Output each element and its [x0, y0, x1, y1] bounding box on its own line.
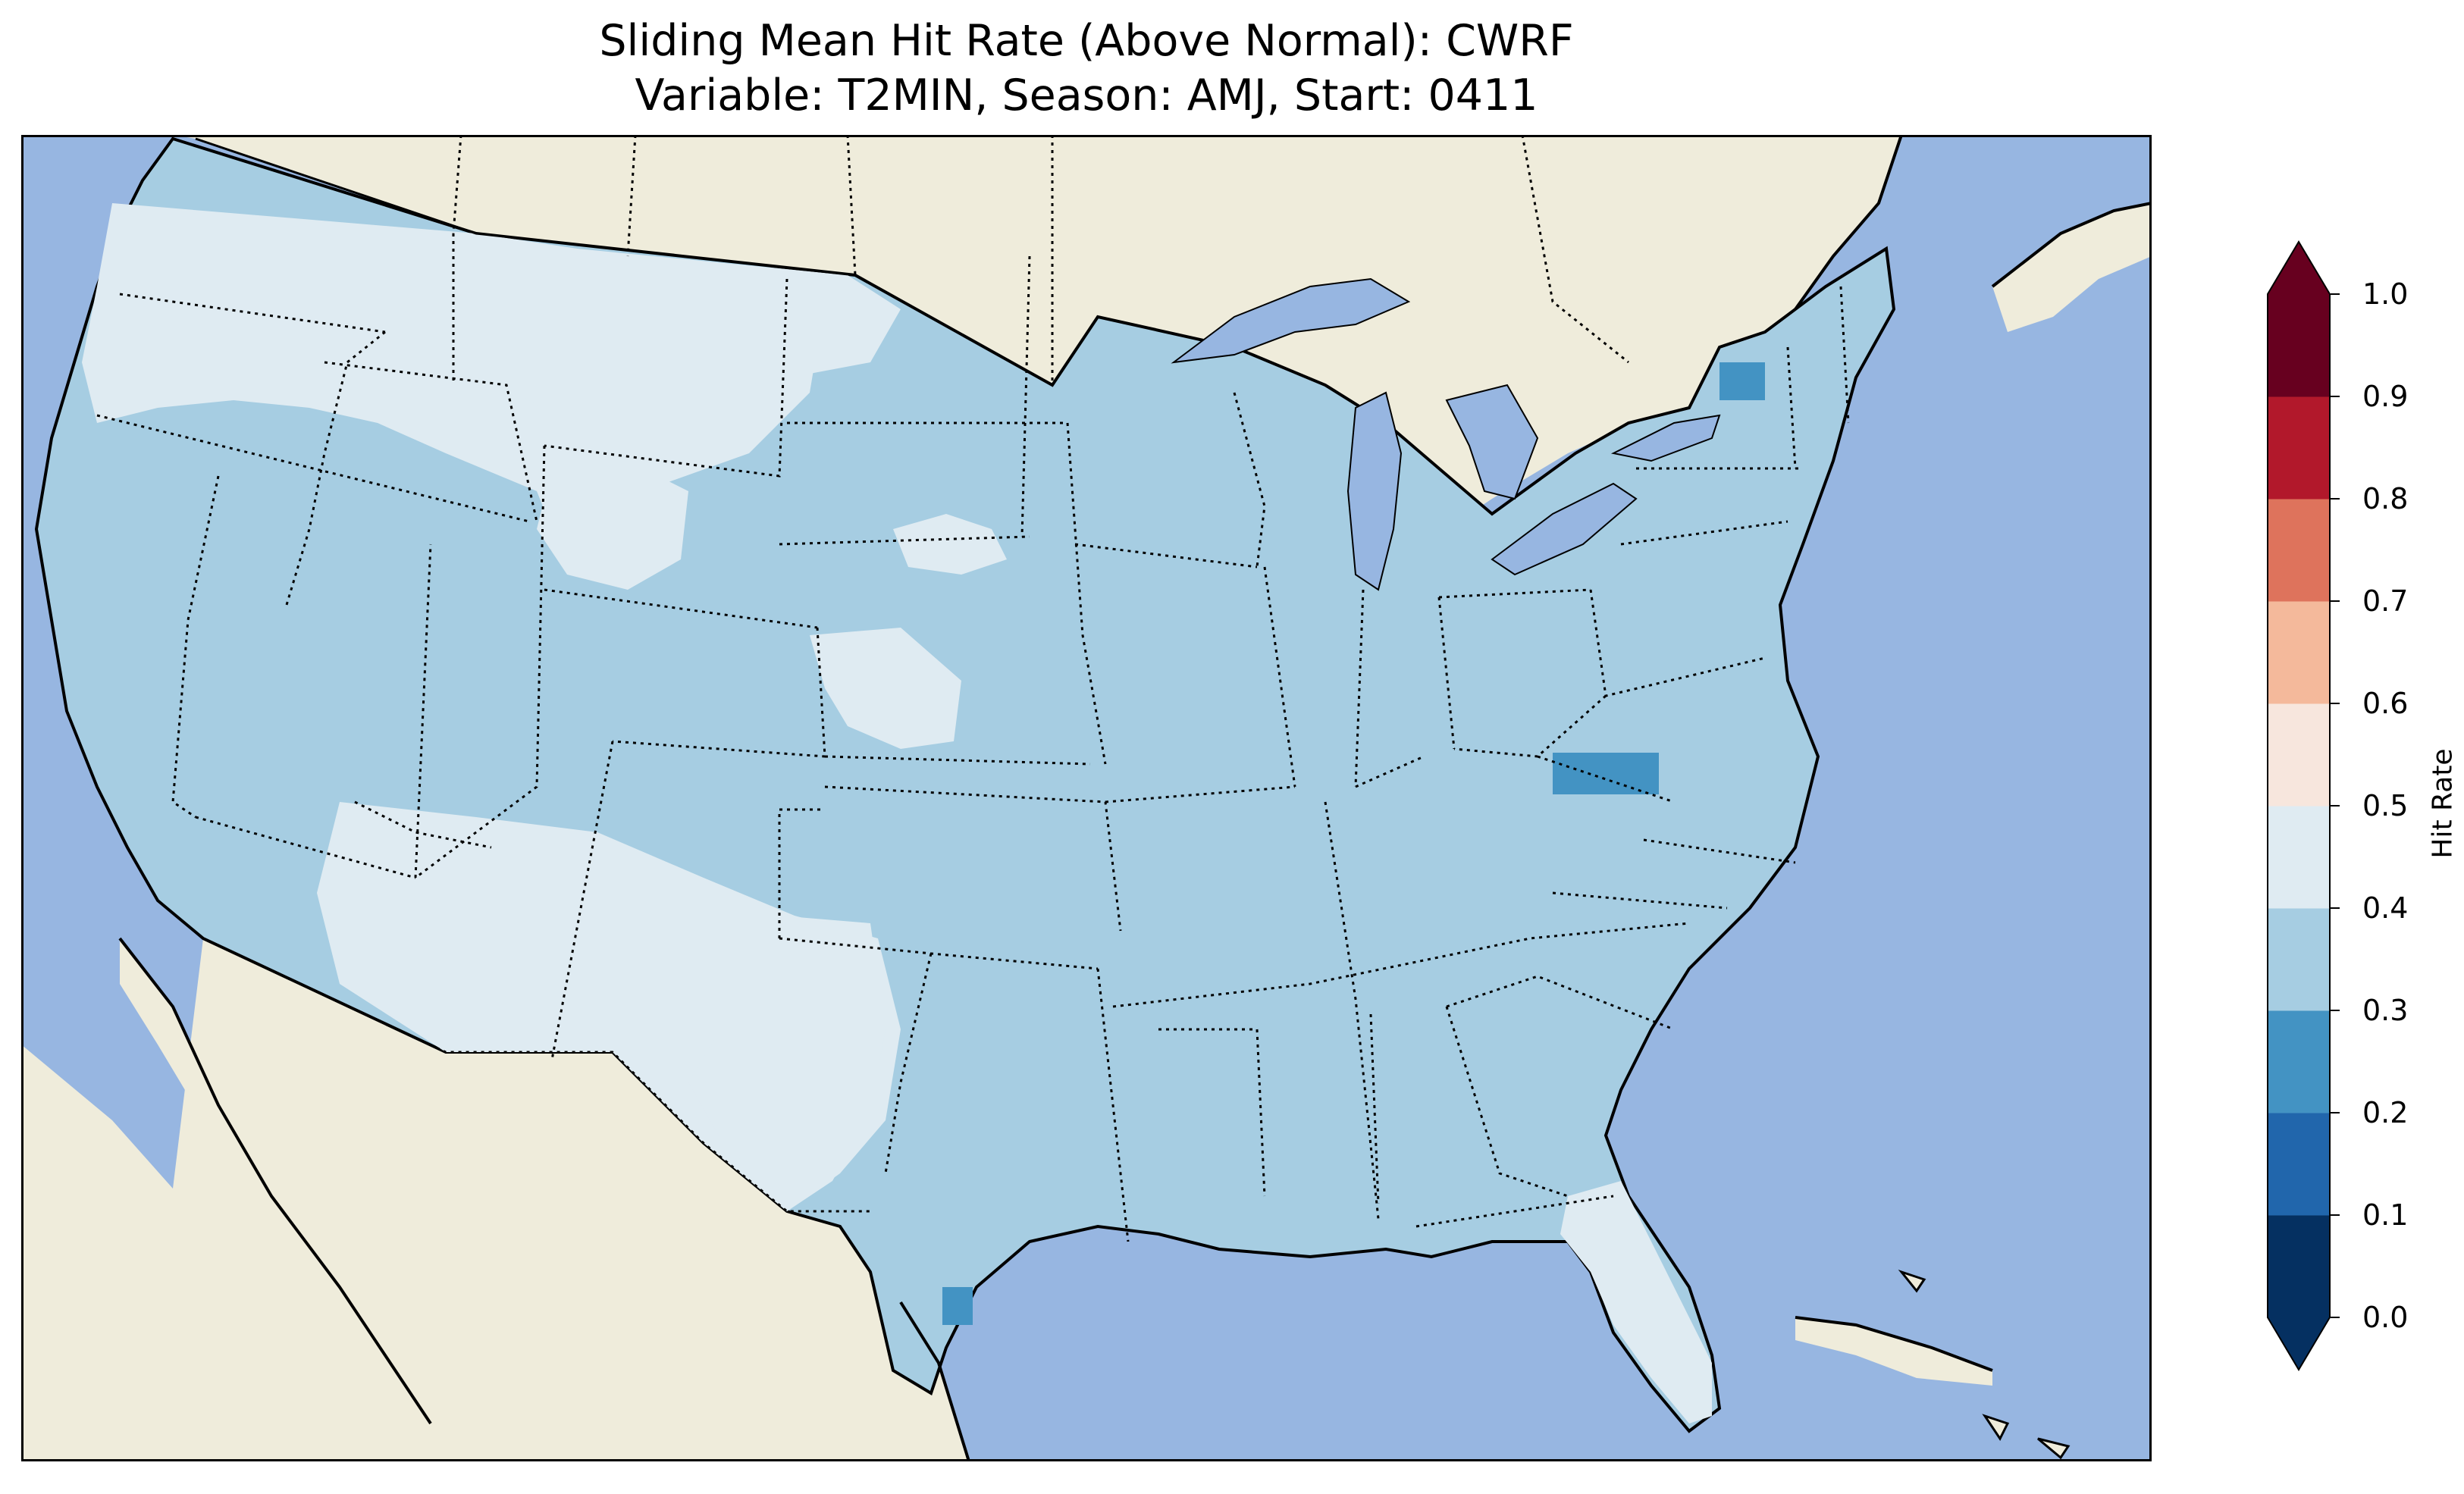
colorbar-tick-label: 0.4 — [2362, 891, 2409, 925]
colorbar-bin — [2267, 1113, 2331, 1216]
colorbar-bin — [2267, 908, 2331, 1011]
colorbar-tick-label: 0.5 — [2362, 789, 2409, 822]
colorbar-bin — [2267, 601, 2331, 704]
colorbar-extend-low — [2267, 1317, 2331, 1370]
region-wyoming — [537, 461, 688, 590]
colorbar-tick-label: 0.7 — [2362, 584, 2409, 618]
colorbar-extend-high — [2267, 241, 2331, 294]
region-florida — [1560, 1181, 1712, 1424]
us-canada-border — [195, 137, 1099, 387]
lake-michigan — [1346, 391, 1403, 591]
title-line-1: Sliding Mean Hit Rate (Above Normal): CW… — [599, 16, 1574, 66]
lake-huron — [1445, 384, 1539, 500]
colorbar-bin — [2267, 294, 2331, 397]
colorbar-tick-label: 0.9 — [2362, 380, 2409, 413]
colorbar-bin — [2267, 703, 2331, 807]
colorbar-bin — [2267, 396, 2331, 500]
region-lake-ontario-low — [1719, 362, 1765, 400]
us-mexico-border — [202, 937, 870, 1213]
canada-province-borders — [452, 135, 1629, 385]
map-panel — [21, 135, 2152, 1461]
colorbar-bin — [2267, 1215, 2331, 1318]
colorbar-tick-label: 1.0 — [2362, 277, 2409, 311]
region-nebraska-sandhills — [893, 514, 1007, 575]
lake-superior — [1171, 277, 1411, 364]
maritimes-land — [1992, 203, 2152, 332]
region-montana-plains — [461, 237, 901, 423]
region-appalachian-low — [1553, 753, 1659, 794]
colorbar-bin — [2267, 806, 2331, 909]
coastlines — [118, 135, 2152, 1461]
colorbar-bin — [2267, 1010, 2331, 1113]
region-west-texas — [688, 916, 886, 1211]
cuba-land — [1795, 1317, 1992, 1386]
colorbar-outline — [2267, 240, 2331, 1371]
colorbar-tick-label: 0.3 — [2362, 994, 2409, 1027]
region-texas-coast-low — [942, 1287, 973, 1325]
title-line-2: Variable: T2MIN, Season: AMJ, Start: 041… — [635, 70, 1538, 121]
colorbar-tick-label: 0.2 — [2362, 1096, 2409, 1129]
colorbar-bin — [2267, 499, 2331, 602]
map-border — [21, 135, 2152, 1461]
baja-land — [120, 938, 431, 1424]
colorbar-label: Hit Rate — [2427, 748, 2459, 859]
lake-erie — [1491, 482, 1638, 576]
mexico-land — [21, 938, 969, 1461]
colorbar-tick-label: 0.8 — [2362, 482, 2409, 515]
map-title: Sliding Mean Hit Rate (Above Normal): CW… — [21, 14, 2152, 123]
colorbar — [2267, 240, 2340, 1371]
colorbar-tick-label: 0.0 — [2362, 1301, 2409, 1334]
state-borders — [96, 233, 1850, 1242]
caribbean-islands — [1898, 1269, 2071, 1460]
colorbar-tick-label: 0.1 — [2362, 1198, 2409, 1232]
colorbar-tick-label: 0.6 — [2362, 687, 2409, 720]
region-colorado-plains — [810, 628, 961, 749]
lake-ontario — [1610, 414, 1721, 462]
